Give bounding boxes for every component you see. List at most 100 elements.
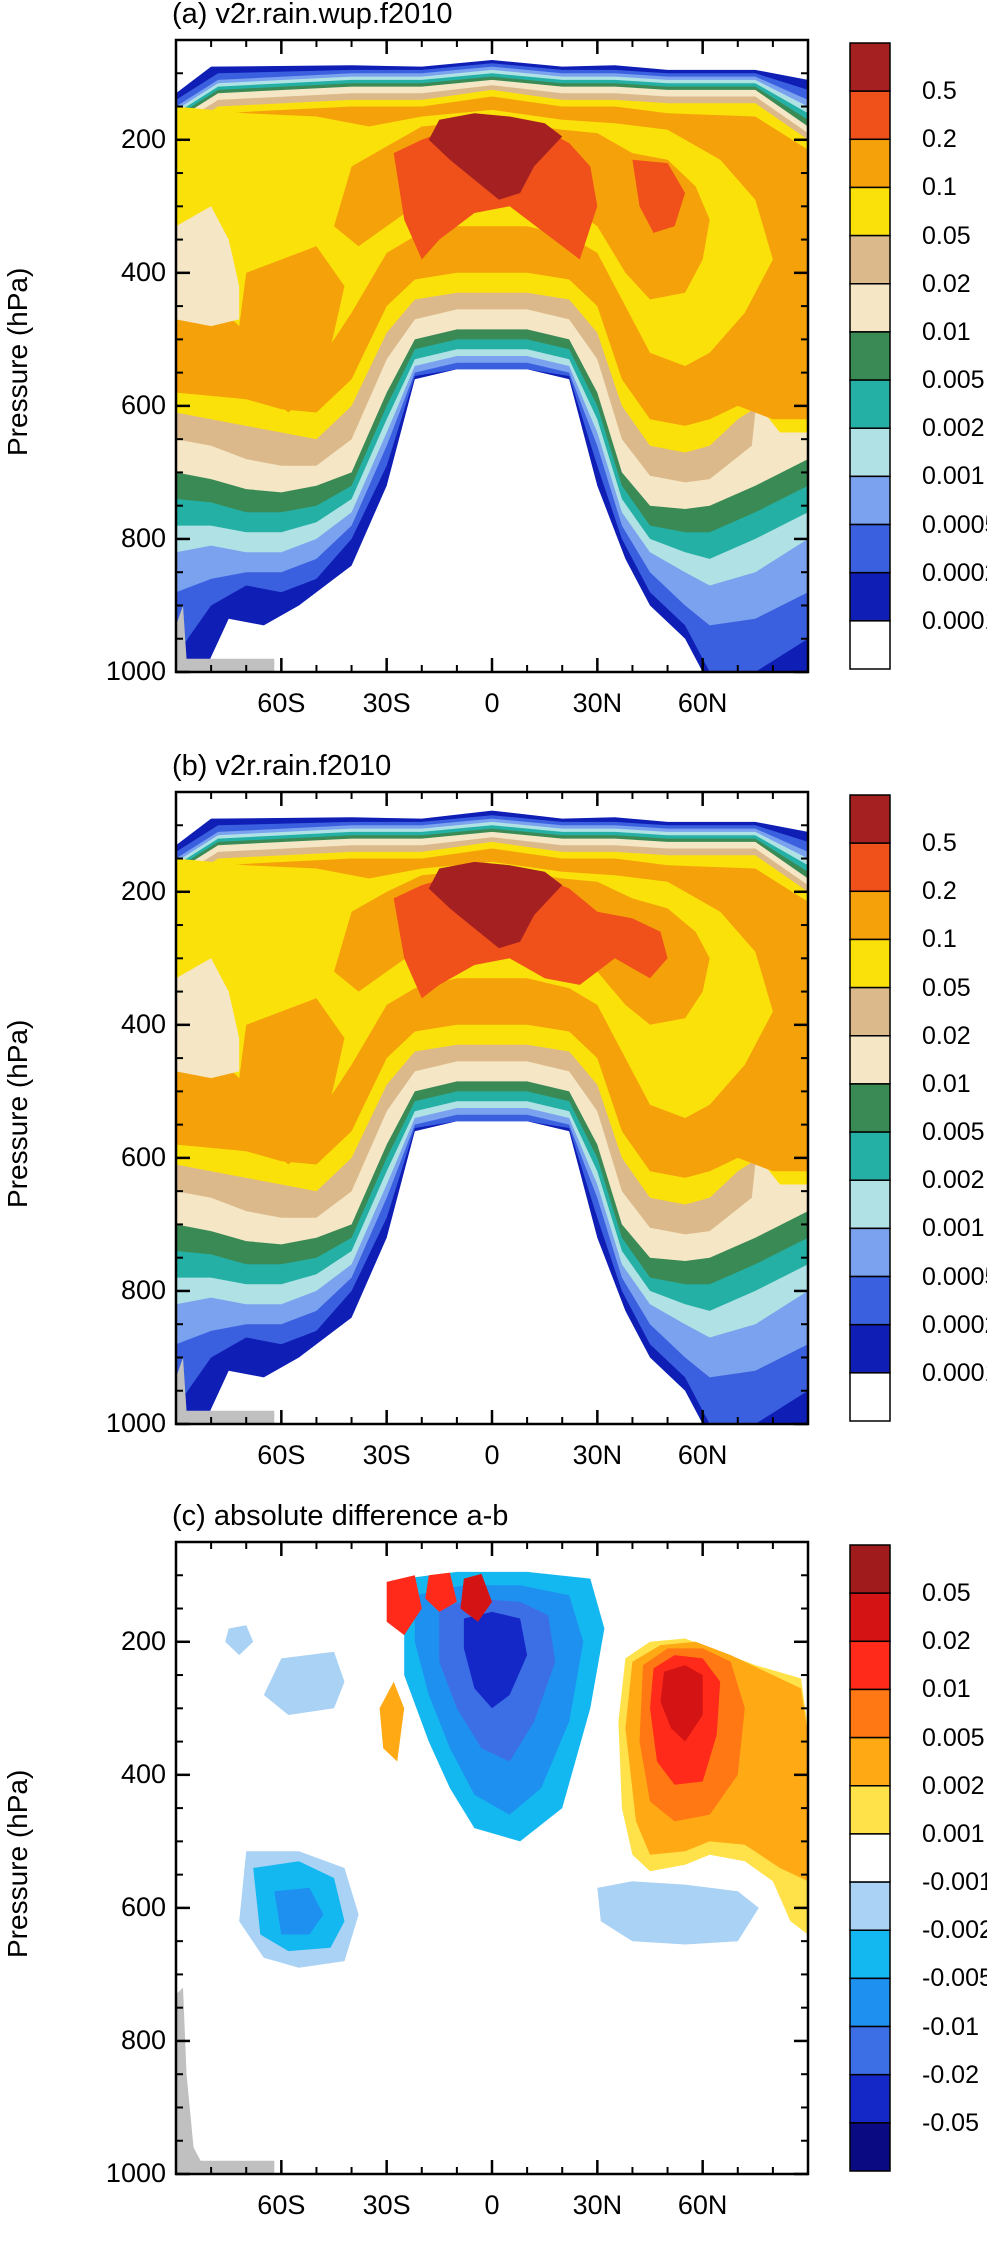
colorbar-swatch [849,1640,891,1691]
colorbar-swatch [849,1131,891,1181]
x-tick-label: 60N [677,1440,728,1470]
x-tick-label: 60N [677,688,728,718]
colorbar-label: -0.02 [922,2060,979,2089]
colorbar-label: -0.005 [922,1964,987,1993]
y-axis-label: Pressure (hPa) [2,267,33,456]
x-tick-label: 30N [572,1440,623,1470]
panel-a-title: (a) v2r.rain.wup.f2010 [172,0,453,30]
colorbar-swatch [849,842,891,893]
colorbar-swatch [849,794,891,844]
panel-a-plot [174,38,891,674]
terrain-mask [176,1357,275,1424]
x-tick-label: 30S [362,1440,411,1470]
contour-region-13 [239,998,345,1165]
colorbar-label: 0.001 [922,1214,985,1243]
colorbar-label: 0.0002 [922,1310,987,1339]
colorbar-label: 0.01 [922,1069,971,1098]
colorbar-swatch [849,1323,891,1374]
colorbar-swatch [849,1035,891,1085]
colorbar-swatch [849,234,891,285]
y-tick-label: 600 [120,389,166,420]
colorbar-swatch [849,1881,891,1931]
y-tick-label: 800 [120,2024,166,2055]
colorbar-swatch [849,1544,891,1594]
colorbar-swatch [849,1785,891,1835]
colorbar-swatch [849,1736,891,1787]
contour-region-14 [386,1575,422,1636]
colorbar-swatch [849,620,891,670]
colorbar-swatch [849,475,891,526]
panel-c-title: (c) absolute difference a-b [172,1500,509,1532]
contour-region-16 [632,159,686,233]
colorbar-swatch [849,2122,891,2172]
colorbar-label: 0.1 [922,173,957,202]
colorbar-swatch [849,186,891,237]
colorbar-swatch [849,427,891,478]
contour-region-18 [225,1625,254,1656]
colorbar-swatch [849,1688,891,1739]
colorbar-label: 0.0005 [922,1262,987,1291]
x-tick-label: 60S [257,1440,306,1470]
contour-region-12 [176,206,240,327]
colorbar-swatch [849,283,891,333]
panel-a: (a) v2r.rain.wup.f2010 200 400 600 800 1000 6… [0,0,987,740]
y-tick-label: 200 [120,1625,166,1656]
x-tick-label: 0 [484,1440,500,1470]
contour-region-15 [425,1572,457,1612]
terrain-mask [176,1987,275,2174]
colorbar-label: 0.005 [922,1118,985,1147]
x-tick-label: 0 [484,2190,500,2220]
colorbar-swatch [849,379,891,429]
x-tick-label: 60S [257,2190,306,2220]
contour-region-4 [660,1665,703,1742]
colorbar-label: 0.0001 [922,606,987,635]
colorbar-swatch [849,938,891,989]
panel-c-plot [174,1540,891,2176]
contour-region-5 [263,1651,345,1715]
colorbar-label: 0.0001 [922,1358,987,1387]
y-axis-label: Pressure (hPa) [2,1019,33,1208]
colorbar-label: 0.5 [922,829,957,858]
colorbar-label: 0.002 [922,1166,985,1195]
panel-b-plot [174,790,891,1426]
panel-b-title: (b) v2r.rain.f2010 [172,750,392,782]
colorbar-swatch [849,138,891,189]
colorbar-label: 0.002 [922,414,985,443]
contour-region-16 [460,1573,492,1622]
colorbar-swatch [849,2025,891,2076]
colorbar-label: 0.001 [922,462,985,491]
x-tick-label: 30S [362,2190,411,2220]
colorbar-swatch [849,1227,891,1278]
colorbar-label: 0.02 [922,1627,971,1656]
x-tick-label: 30N [572,2190,623,2220]
contour-region-13 [239,246,345,413]
x-tick-label: 30S [362,688,411,718]
panel-c: (c) absolute difference a-b 200 400 600 800… [0,1500,987,2246]
x-tick-label: 0 [484,688,500,718]
y-tick-label: 800 [120,522,166,553]
contour-region-17 [379,1681,405,1762]
y-tick-label: 600 [120,1891,166,1922]
x-tick-label: 60N [677,2190,728,2220]
colorbar-swatch [849,1592,891,1643]
x-tick-label: 30N [572,688,623,718]
colorbar-label: 0.05 [922,221,971,250]
y-tick-label: 400 [120,1758,166,1789]
colorbar-label: -0.001 [922,1868,987,1897]
contour-region-9 [597,1881,759,1945]
colorbar-label: 0.0002 [922,558,987,587]
y-tick-label: 1000 [105,1408,166,1438]
colorbar-swatch [849,1372,891,1422]
colorbar-swatch [849,890,891,941]
contour-region-17 [428,113,563,200]
colorbar-swatch [849,90,891,141]
contour-region-8 [274,1887,324,1935]
colorbar-label: -0.002 [922,1916,987,1945]
colorbar-swatch [849,1083,891,1133]
colorbar-label: 0.002 [922,1771,985,1800]
contour-fills [176,60,808,672]
colorbar-label: 0.02 [922,269,971,298]
colorbar-label: -0.05 [922,2108,979,2137]
colorbar-label: 0.02 [922,1021,971,1050]
colorbar-swatch [849,1833,891,1883]
